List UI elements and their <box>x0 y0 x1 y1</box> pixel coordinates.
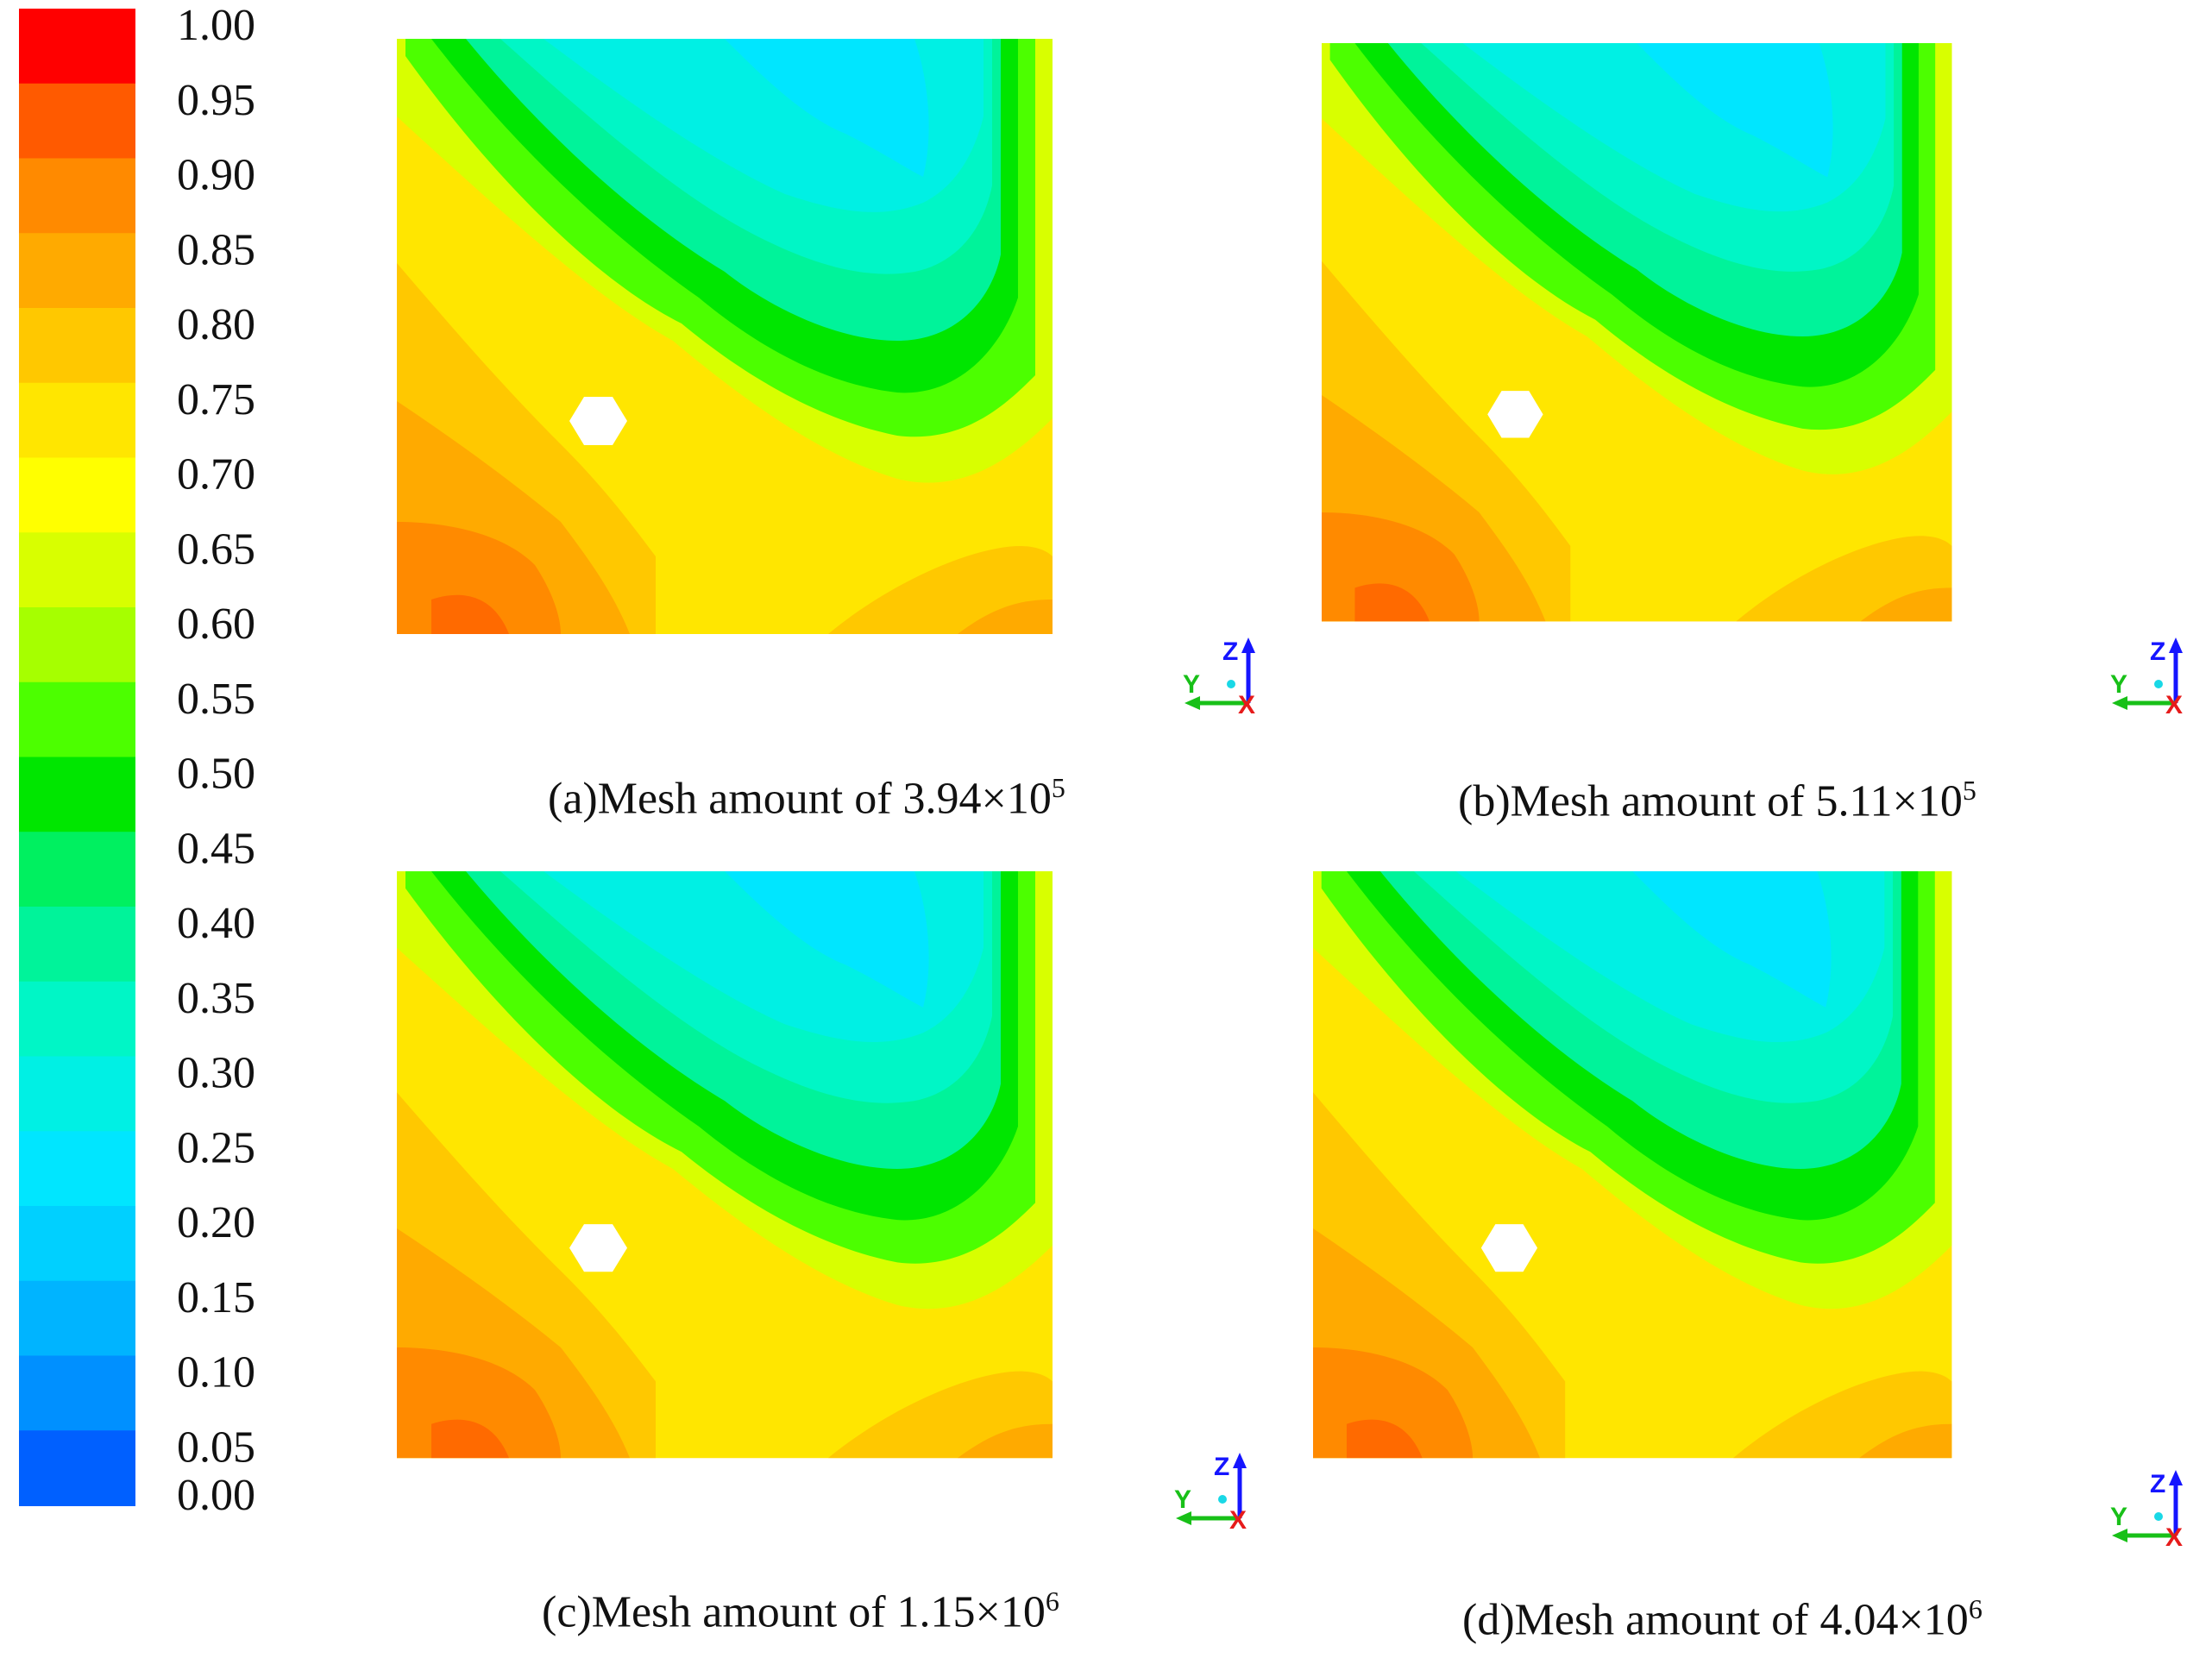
legend-band <box>19 757 135 833</box>
axis-triad-a <box>1178 634 1273 733</box>
legend-tick-label: 0.25 <box>177 1123 255 1172</box>
legend-tick-label: 0.50 <box>177 750 255 799</box>
legend-tick-label: 0.05 <box>177 1422 255 1472</box>
contour-panel-c <box>397 871 1061 1466</box>
legend-band <box>19 1056 135 1133</box>
legend-band <box>19 308 135 384</box>
legend-tick-label: 0.45 <box>177 824 255 873</box>
contour-plot-b <box>1322 43 1952 622</box>
legend-band <box>19 233 135 309</box>
legend-band <box>19 607 135 683</box>
legend-band <box>19 1280 135 1357</box>
legend-tick-label: 0.40 <box>177 899 255 948</box>
legend-band <box>19 9 135 85</box>
legend-tick-label: 0.00 <box>177 1471 255 1518</box>
color-legend: 1.00 0.95 0.90 0.85 0.80 0.75 0.70 0.65 0.60 0.55… <box>19 1 255 1518</box>
legend-band <box>19 907 135 983</box>
axis-triad-d <box>2105 1466 2200 1566</box>
caption-a: (a)Mesh amount of 3.94×105 <box>548 772 1065 824</box>
legend-tick-label: 0.85 <box>177 225 255 274</box>
legend-tick-label: 0.95 <box>177 76 255 125</box>
legend-band <box>19 1206 135 1282</box>
legend-band <box>19 1430 135 1506</box>
legend-band <box>19 532 135 608</box>
contour-panel-b <box>1322 43 1960 630</box>
legend-tick-label: 0.90 <box>177 151 255 200</box>
legend-band <box>19 457 135 534</box>
legend-band <box>19 681 135 758</box>
contour-plot-d <box>1313 871 1952 1459</box>
caption-c: (c)Mesh amount of 1.15×106 <box>542 1586 1059 1637</box>
contour-panel-a <box>397 39 1061 643</box>
legend-band <box>19 158 135 235</box>
caption-d: (d)Mesh amount of 4.04×106 <box>1462 1593 1983 1645</box>
legend-tick-label: 0.75 <box>177 375 255 424</box>
caption-b: (b)Mesh amount of 5.11×105 <box>1458 775 1976 826</box>
legend-tick-label: 0.20 <box>177 1198 255 1247</box>
legend-tick-label: 0.15 <box>177 1273 255 1322</box>
contour-plot-c <box>397 871 1053 1459</box>
axis-triad-c <box>1169 1449 1264 1548</box>
legend-tick-label: 0.10 <box>177 1348 255 1397</box>
legend-band <box>19 382 135 459</box>
legend-band <box>19 832 135 908</box>
legend-tick-label: 0.65 <box>177 524 255 574</box>
legend-band <box>19 83 135 160</box>
contour-plot-a <box>397 39 1053 634</box>
legend-tick-label: 0.35 <box>177 974 255 1023</box>
legend-band <box>19 981 135 1058</box>
legend-band <box>19 1355 135 1432</box>
axis-triad-b <box>2105 634 2200 733</box>
legend-tick-label: 0.80 <box>177 300 255 349</box>
contour-panel-d <box>1313 871 1960 1466</box>
legend-tick-label: 0.30 <box>177 1049 255 1098</box>
legend-tick-label: 0.60 <box>177 600 255 649</box>
legend-tick-label: 1.00 <box>177 1 255 50</box>
legend-tick-label: 0.70 <box>177 450 255 499</box>
legend-band <box>19 1131 135 1207</box>
legend-tick-label: 0.55 <box>177 675 255 724</box>
